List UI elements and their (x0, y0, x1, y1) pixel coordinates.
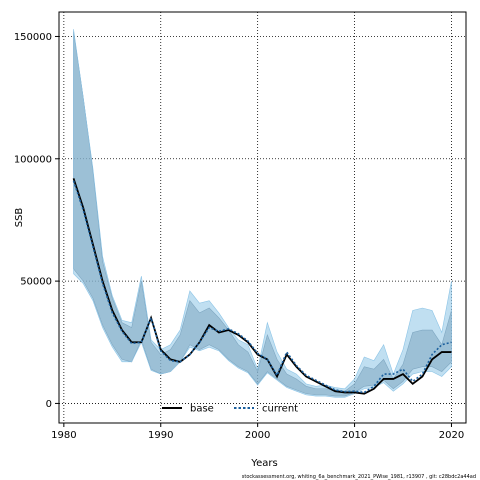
axis-ticks: 1980 1990 2000 2010 2020 0 50000 100000 150000 (14, 32, 464, 441)
x-tick-label: 2000 (245, 430, 270, 441)
plot-frame (58, 11, 467, 424)
y-axis-title: SSB (14, 208, 25, 228)
legend-label-current: current (262, 404, 298, 415)
x-tick-label: 1980 (51, 430, 76, 441)
legend-label-base: base (190, 404, 214, 415)
x-tick-label: 1990 (148, 430, 173, 441)
legend: base current (162, 404, 298, 415)
confidence-bands (73, 29, 452, 398)
line-base (72, 178, 452, 395)
series-lines (72, 178, 452, 395)
x-axis-title: Years (250, 458, 277, 469)
x-tick-label: 2010 (342, 430, 367, 441)
x-tick-label: 2020 (439, 430, 464, 441)
y-tick-label: 50000 (20, 277, 52, 288)
y-tick-label: 150000 (14, 32, 52, 43)
y-tick-label: 100000 (14, 154, 52, 165)
y-tick-label: 0 (46, 399, 52, 410)
band-current (73, 29, 452, 398)
credit-text: stockassessment.org, whiting_6a_benchmar… (242, 474, 476, 480)
